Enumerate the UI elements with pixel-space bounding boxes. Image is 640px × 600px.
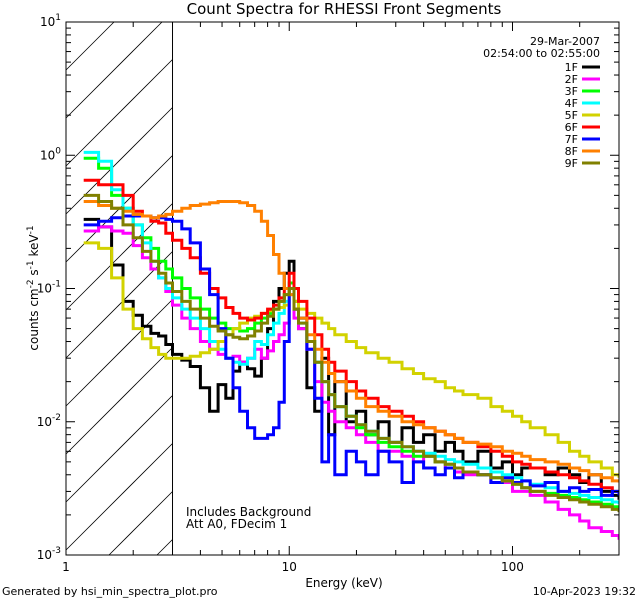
hatch-line	[65, 21, 115, 71]
hatch-line	[65, 347, 173, 455]
hatch-line	[65, 395, 173, 503]
y-axis-label-exp1: -2	[26, 279, 36, 288]
y-axis: 10-3 10-2 10-1 100 101	[37, 13, 619, 562]
observation-date: 29-Mar-2007	[530, 35, 600, 48]
hatched-region	[65, 21, 174, 556]
legend-label: 8F	[565, 145, 578, 158]
legend-label: 2F	[565, 73, 578, 86]
legend-label: 7F	[565, 133, 578, 146]
hatch-line	[65, 59, 173, 167]
legend-label: 1F	[565, 61, 578, 74]
y-axis-label-exp3: -1	[26, 225, 36, 234]
series-3f	[83, 156, 619, 510]
series-9f	[83, 193, 619, 513]
series-5f	[83, 241, 619, 478]
legend-label: 4F	[565, 97, 578, 110]
y-axis-label-end: keV	[27, 234, 41, 261]
series-group	[83, 150, 619, 540]
x-tick-label: 1	[62, 560, 70, 574]
x-tick-label: 100	[501, 560, 524, 574]
hatch-line	[65, 251, 173, 359]
hatch-line	[108, 491, 173, 556]
y-tick-label: 10-2	[37, 413, 61, 429]
y-tick-label: 10-1	[37, 280, 61, 296]
y-axis-label-mid: s	[27, 269, 41, 279]
hatch-line	[156, 539, 173, 556]
legend-label: 5F	[565, 109, 578, 122]
legend-label: 3F	[565, 85, 578, 98]
annotation-background: Includes Background	[186, 505, 311, 519]
series-8f	[83, 200, 619, 483]
footer-timestamp: 10-Apr-2023 19:32	[533, 585, 636, 598]
series-6f	[83, 178, 619, 494]
legend-label: 9F	[565, 157, 578, 170]
hatch-line	[65, 443, 173, 551]
hatch-line	[65, 299, 173, 407]
footer-generated-by: Generated by hsi_min_spectra_plot.pro	[2, 585, 218, 598]
annotation-attenuator: Att A0, FDecim 1	[186, 517, 287, 531]
x-axis-label: Energy (keV)	[305, 576, 382, 590]
hatch-line	[65, 107, 173, 215]
y-tick-label: 100	[40, 146, 61, 162]
series-7f	[83, 214, 619, 497]
observation-time-range: 02:54:00 to 02:55:00	[483, 47, 600, 60]
hatch-line	[65, 21, 163, 119]
x-tick-label: 10	[282, 560, 297, 574]
y-axis-label-exp2: -1	[26, 260, 36, 269]
y-axis-label: counts cm-2 s-1 keV-1	[26, 225, 41, 350]
y-axis-label-main: counts cm	[27, 288, 41, 350]
hatch-line	[65, 203, 173, 311]
y-tick-label: 101	[40, 13, 61, 29]
legend-label: 6F	[565, 121, 578, 134]
x-axis: 1 10 100	[62, 22, 620, 574]
chart-title: Count Spectra for RHESSI Front Segments	[187, 0, 502, 18]
y-tick-label: 10-3	[37, 546, 61, 562]
